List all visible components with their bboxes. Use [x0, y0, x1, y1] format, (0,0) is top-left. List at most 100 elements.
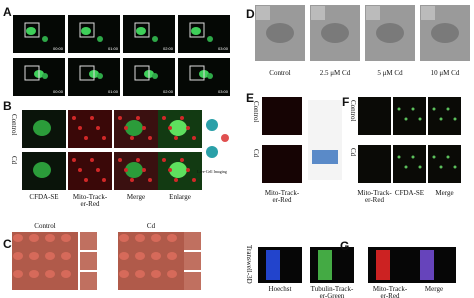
cell — [45, 252, 55, 260]
roi-box — [79, 22, 95, 38]
cell — [439, 117, 443, 121]
cell — [119, 270, 129, 278]
cell — [136, 158, 140, 162]
cell — [152, 73, 158, 79]
micrograph — [358, 145, 391, 183]
micrograph — [80, 232, 97, 250]
micrograph — [184, 252, 201, 270]
cell — [152, 36, 158, 42]
cell — [266, 23, 294, 43]
cell — [186, 126, 190, 130]
cell — [97, 73, 103, 79]
column-label: Merge — [126, 193, 146, 201]
row-label: Transwell-3D — [245, 245, 253, 284]
micrograph — [80, 272, 97, 290]
cell — [135, 252, 145, 260]
stack — [376, 250, 390, 280]
cell — [418, 165, 422, 169]
column-label: CFDA-SE — [29, 193, 59, 201]
column-label: Mito-Track- er-Red — [72, 193, 108, 208]
panel-letter: B — [3, 99, 12, 113]
cell — [33, 162, 51, 178]
row-label: Cd — [252, 149, 260, 158]
timestamp: 00:00 — [53, 46, 64, 51]
cell — [148, 178, 152, 182]
cell — [118, 158, 122, 162]
cell — [135, 270, 145, 278]
cell — [136, 116, 140, 120]
row-label: Cd — [349, 148, 357, 157]
cell — [61, 270, 71, 278]
cell — [148, 136, 152, 140]
timestamp: 03:00 — [218, 46, 229, 51]
cell — [167, 270, 177, 278]
cell — [102, 178, 106, 182]
cell — [207, 73, 213, 79]
cell — [96, 168, 100, 172]
row-label: Control — [10, 114, 18, 136]
cell — [192, 178, 196, 182]
cell — [439, 165, 443, 169]
column-label: Merge — [424, 285, 444, 293]
roi-box — [79, 65, 95, 81]
cell — [192, 136, 196, 140]
cell — [78, 168, 82, 172]
timestamp: 03:00 — [218, 89, 229, 94]
cell — [96, 126, 100, 130]
column-label: Mito-Track- er-Red — [372, 285, 408, 298]
inset — [366, 6, 380, 20]
column-label: 10 μM Cd — [430, 69, 460, 77]
timestamp: 01:00 — [108, 46, 119, 51]
micrograph — [428, 145, 461, 183]
cell — [404, 165, 408, 169]
cell — [162, 116, 166, 120]
roi-box — [24, 65, 40, 81]
diagram-well — [312, 150, 338, 164]
cell — [151, 270, 161, 278]
cell — [206, 146, 218, 158]
cell — [180, 116, 184, 120]
cell — [174, 178, 178, 182]
inset — [421, 6, 435, 20]
roi-box — [134, 22, 150, 38]
cell — [168, 126, 172, 130]
inset — [256, 6, 270, 20]
cell — [13, 252, 23, 260]
cell — [151, 252, 161, 260]
cell — [418, 117, 422, 121]
roi-box — [24, 22, 40, 38]
cell — [13, 234, 23, 242]
cell — [130, 178, 134, 182]
cell — [97, 36, 103, 42]
cell — [13, 270, 23, 278]
cell — [206, 119, 218, 131]
cell — [221, 134, 229, 142]
cell — [167, 252, 177, 260]
row-label: Control — [349, 100, 357, 122]
cell — [397, 155, 401, 159]
cell — [142, 126, 146, 130]
column-label: Enlarge — [169, 193, 191, 201]
cell — [174, 136, 178, 140]
diagram — [308, 100, 342, 180]
cell — [321, 23, 349, 43]
cell — [29, 270, 39, 278]
column-label: Mito-Track- er-Red — [264, 189, 300, 204]
cell — [26, 27, 36, 35]
cell — [431, 23, 459, 43]
column-label: Control — [34, 222, 56, 230]
panel-letter: A — [3, 5, 12, 19]
panel-letter: D — [246, 7, 255, 21]
cell — [453, 165, 457, 169]
cell — [119, 234, 129, 242]
micrograph — [68, 152, 112, 190]
timestamp: 02:00 — [163, 89, 174, 94]
cell — [186, 168, 190, 172]
cell — [432, 107, 436, 111]
cell — [42, 36, 48, 42]
timestamp: 00:00 — [53, 89, 64, 94]
cell — [90, 116, 94, 120]
roi-box — [189, 65, 205, 81]
